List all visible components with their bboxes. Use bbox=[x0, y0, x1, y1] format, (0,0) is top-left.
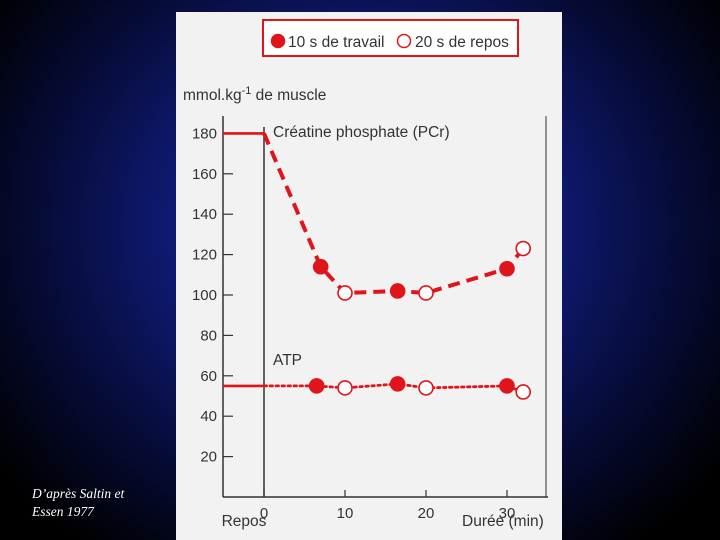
y-tick-label: 180 bbox=[192, 125, 217, 142]
legend-label-rest: 20 s de repos bbox=[415, 34, 509, 51]
series-layer bbox=[223, 132, 532, 400]
series-atp-point-open bbox=[515, 384, 532, 400]
chart-canvas: 10 s de travail 20 s de repos mmol.kg-1 … bbox=[183, 19, 548, 530]
series-atp-point-filled bbox=[389, 376, 406, 392]
legend-label-work: 10 s de travail bbox=[288, 34, 385, 51]
x-tick-label: 20 bbox=[418, 505, 435, 522]
y-tick-label: 20 bbox=[200, 449, 217, 466]
y-tick-label: 80 bbox=[200, 327, 217, 344]
series-atp-point-filled bbox=[308, 378, 325, 394]
series-pcr-point-filled bbox=[312, 258, 329, 275]
caption-line-1: D’après Saltin et bbox=[32, 486, 125, 501]
legend-marker-open bbox=[396, 33, 412, 49]
x-rest-label: Repos bbox=[222, 513, 267, 530]
series-label-atp: ATP bbox=[273, 352, 302, 369]
x-tick-label: 30 bbox=[499, 505, 516, 522]
source-caption: D’après Saltin et Essen 1977 bbox=[32, 485, 182, 521]
y-tick-label: 140 bbox=[192, 206, 217, 223]
series-pcr-point-open bbox=[418, 285, 434, 301]
legend-box bbox=[262, 19, 519, 57]
y-axis-title-unit: mmol.kg bbox=[183, 87, 242, 104]
caption-line-2: Essen 1977 bbox=[32, 504, 94, 519]
y-tick-label: 60 bbox=[200, 368, 217, 385]
y-tick-label: 40 bbox=[200, 408, 217, 425]
series-atp-point-open bbox=[337, 380, 353, 396]
legend-marker-filled bbox=[270, 33, 286, 49]
y-tick-label: 120 bbox=[192, 247, 217, 264]
series-pcr-point-filled bbox=[499, 260, 515, 277]
series-pcr-point-filled bbox=[389, 283, 406, 299]
series-pcr-point-open bbox=[515, 240, 532, 257]
series-pcr-line bbox=[262, 132, 525, 296]
x-ticks: 0 10 20 30 bbox=[260, 490, 516, 522]
y-axis-title-suffix: de muscle bbox=[251, 87, 326, 104]
y-axis-title-superscript: -1 bbox=[242, 85, 252, 97]
y-tick-label: 160 bbox=[192, 166, 217, 183]
series-atp-point-filled bbox=[499, 378, 515, 394]
x-tick-label: 0 bbox=[260, 505, 268, 522]
series-atp-point-open bbox=[418, 380, 434, 396]
series-label-pcr: Créatine phosphate (PCr) bbox=[273, 124, 450, 141]
chart-figure: 10 s de travail 20 s de repos mmol.kg-1 … bbox=[176, 12, 562, 540]
y-ticks: 20 40 60 80 100 120 140 160 180 bbox=[192, 125, 233, 466]
series-pcr-point-open bbox=[337, 285, 353, 301]
x-tick-label: 10 bbox=[337, 505, 354, 522]
y-tick-label: 100 bbox=[192, 287, 217, 304]
x-axis-title: Durée (min) bbox=[462, 513, 544, 530]
y-axis-title: mmol.kg-1 de muscle bbox=[183, 85, 326, 104]
